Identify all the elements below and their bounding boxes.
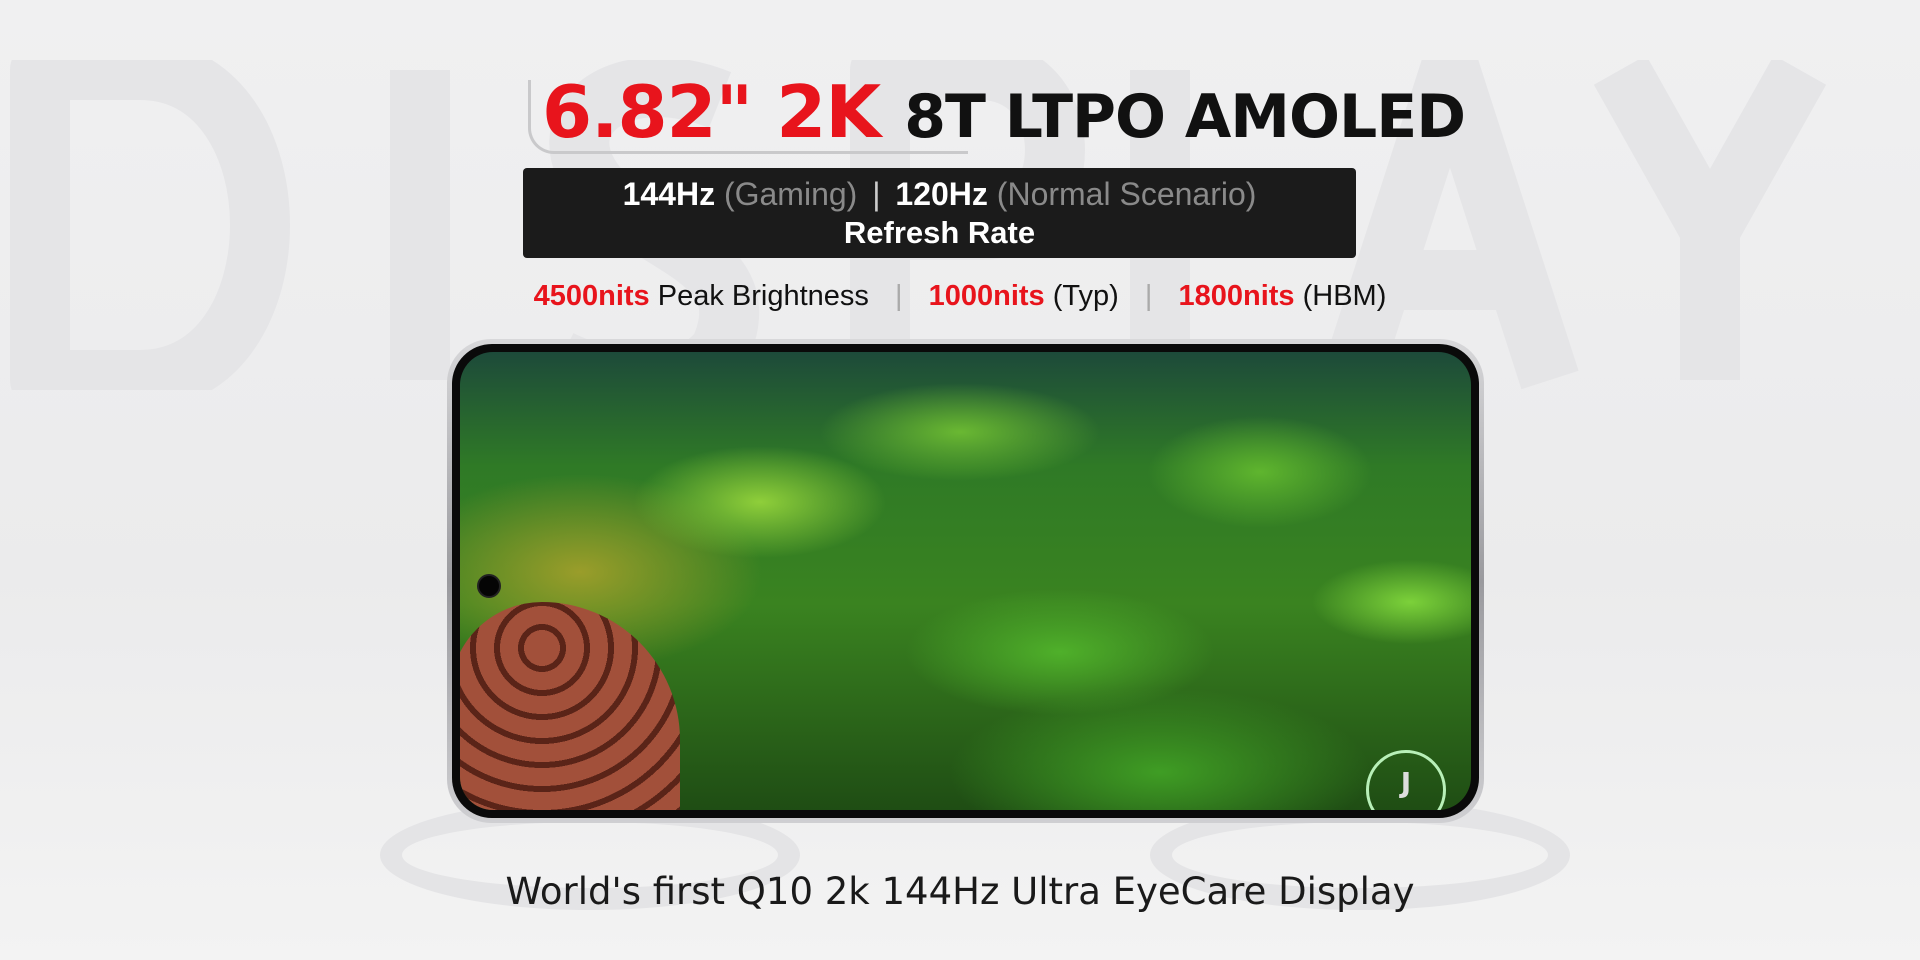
refresh-mode-normal: (Normal Scenario) [996,176,1257,212]
channel-logo: J [1366,750,1446,810]
caption: World's first Q10 2k 144Hz Ultra EyeCare… [505,870,1415,913]
phone-bezel: J [452,344,1479,818]
divider: | [894,280,903,312]
hbm-brightness-value: 1800nits [1178,280,1295,312]
logo-letter: J [1400,766,1412,799]
title-size: 6.82" 2K [542,70,881,154]
pinecone-image [460,602,680,810]
front-camera-icon [477,574,501,598]
hbm-brightness-label: (HBM) [1302,280,1387,312]
typical-brightness-label: (Typ) [1052,280,1119,312]
refresh-rate-gaming: 144Hz [622,176,716,212]
typical-brightness-value: 1000nits [928,280,1045,312]
refresh-rate-normal: 120Hz [895,176,988,212]
title-bracket-decoration [528,80,968,154]
refresh-rate-label: Refresh Rate [843,215,1036,250]
phone-image: J [447,339,1484,823]
divider: | [872,176,881,212]
divider: | [1144,280,1153,312]
page-title: 6.82" 2K 8T LTPO AMOLED [542,70,1466,154]
refresh-rate-box: 144Hz (Gaming) | 120Hz (Normal Scenario)… [523,168,1356,258]
peak-brightness-label: Peak Brightness [657,280,869,312]
phone-screen: J [460,352,1471,810]
brightness-row: 4500nits Peak Brightness | 1000nits (Typ… [0,278,1920,314]
title-panel: 8T LTPO AMOLED [904,82,1466,152]
peak-brightness-value: 4500nits [533,280,650,312]
refresh-mode-gaming: (Gaming) [723,176,858,212]
